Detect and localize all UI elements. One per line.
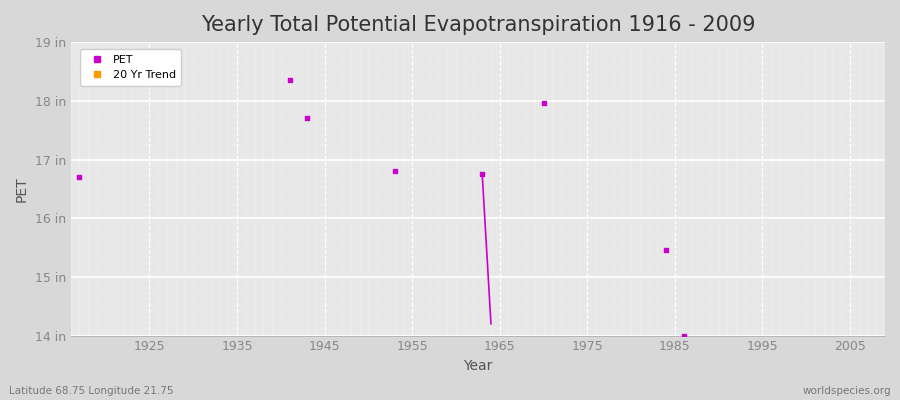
Point: [300, 115, 314, 122]
Point: [72, 174, 86, 180]
Point: [283, 77, 297, 84]
Point: [387, 168, 401, 174]
Point: [536, 99, 551, 106]
X-axis label: Year: Year: [464, 359, 492, 373]
Y-axis label: PET: PET: [15, 176, 29, 202]
Title: Yearly Total Potential Evapotranspiration 1916 - 2009: Yearly Total Potential Evapotranspiratio…: [201, 15, 755, 35]
Point: [475, 171, 490, 177]
Text: Latitude 68.75 Longitude 21.75: Latitude 68.75 Longitude 21.75: [9, 386, 174, 396]
Text: worldspecies.org: worldspecies.org: [803, 386, 891, 396]
Point: [659, 247, 673, 254]
Legend: PET, 20 Yr Trend: PET, 20 Yr Trend: [80, 49, 181, 86]
Point: [677, 332, 691, 339]
